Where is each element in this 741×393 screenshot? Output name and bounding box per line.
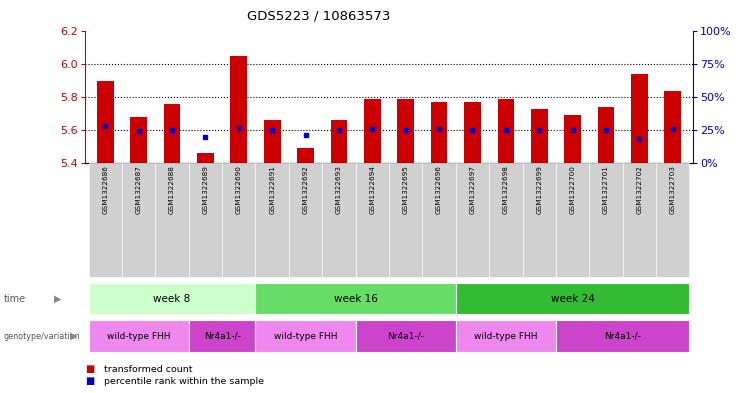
Text: week 24: week 24 bbox=[551, 294, 594, 304]
Bar bbox=[164, 104, 180, 163]
Text: Nr4a1-/-: Nr4a1-/- bbox=[204, 332, 241, 340]
Text: time: time bbox=[4, 294, 26, 304]
Text: GSM1322703: GSM1322703 bbox=[670, 165, 676, 214]
Bar bbox=[197, 153, 213, 163]
Text: Nr4a1-/-: Nr4a1-/- bbox=[388, 332, 424, 340]
Text: genotype/variation: genotype/variation bbox=[4, 332, 80, 340]
Text: week 8: week 8 bbox=[153, 294, 190, 304]
Text: GSM1322697: GSM1322697 bbox=[470, 165, 476, 214]
Text: transformed count: transformed count bbox=[104, 365, 192, 374]
Bar bbox=[330, 120, 348, 163]
Bar bbox=[598, 107, 614, 163]
Text: wild-type FHH: wild-type FHH bbox=[107, 332, 170, 340]
Text: week 16: week 16 bbox=[333, 294, 378, 304]
Text: GSM1322698: GSM1322698 bbox=[503, 165, 509, 214]
Bar bbox=[631, 74, 648, 163]
Text: wild-type FHH: wild-type FHH bbox=[474, 332, 538, 340]
Text: GSM1322686: GSM1322686 bbox=[102, 165, 108, 214]
Bar bbox=[364, 99, 381, 163]
Bar bbox=[97, 81, 113, 163]
Bar bbox=[130, 117, 147, 163]
Text: GDS5223 / 10863573: GDS5223 / 10863573 bbox=[247, 10, 391, 23]
Text: wild-type FHH: wild-type FHH bbox=[274, 332, 337, 340]
Text: GSM1322690: GSM1322690 bbox=[236, 165, 242, 214]
Bar bbox=[264, 120, 281, 163]
Bar bbox=[497, 99, 514, 163]
Text: GSM1322692: GSM1322692 bbox=[302, 165, 308, 214]
Text: GSM1322701: GSM1322701 bbox=[603, 165, 609, 214]
Text: ■: ■ bbox=[85, 364, 94, 375]
Bar bbox=[230, 56, 247, 163]
Text: ▶: ▶ bbox=[54, 294, 62, 304]
Bar bbox=[565, 116, 581, 163]
Text: GSM1322689: GSM1322689 bbox=[202, 165, 208, 214]
Bar bbox=[297, 148, 314, 163]
Text: GSM1322702: GSM1322702 bbox=[637, 165, 642, 214]
Text: GSM1322695: GSM1322695 bbox=[402, 165, 409, 214]
Text: GSM1322693: GSM1322693 bbox=[336, 165, 342, 214]
Text: ▶: ▶ bbox=[70, 331, 78, 341]
Bar bbox=[464, 102, 481, 163]
Text: GSM1322688: GSM1322688 bbox=[169, 165, 175, 214]
Text: Nr4a1-/-: Nr4a1-/- bbox=[605, 332, 641, 340]
Text: percentile rank within the sample: percentile rank within the sample bbox=[104, 377, 264, 386]
Bar bbox=[665, 91, 681, 163]
Text: GSM1322699: GSM1322699 bbox=[536, 165, 542, 214]
Bar bbox=[397, 99, 414, 163]
Text: GSM1322691: GSM1322691 bbox=[269, 165, 275, 214]
Text: GSM1322696: GSM1322696 bbox=[436, 165, 442, 214]
Text: GSM1322700: GSM1322700 bbox=[570, 165, 576, 214]
Bar bbox=[531, 109, 548, 163]
Text: GSM1322687: GSM1322687 bbox=[136, 165, 142, 214]
Text: GSM1322694: GSM1322694 bbox=[369, 165, 376, 214]
Text: ■: ■ bbox=[85, 376, 94, 386]
Bar bbox=[431, 102, 448, 163]
